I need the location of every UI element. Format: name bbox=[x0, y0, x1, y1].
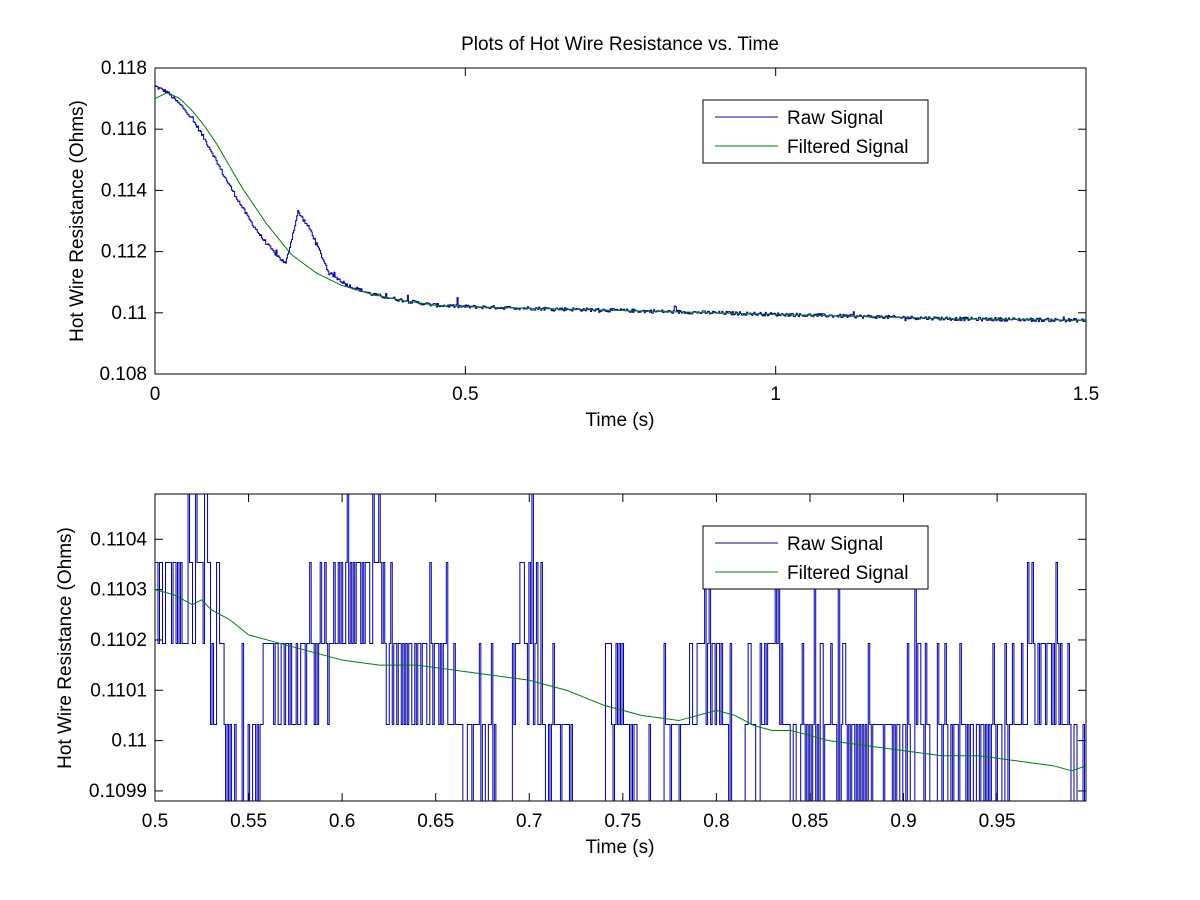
bottom-legend-filtered-label: Filtered Signal bbox=[787, 563, 908, 584]
bottom-legend: Raw Signal Filtered Signal bbox=[702, 525, 929, 590]
top-legend: Raw Signal Filtered Signal bbox=[702, 99, 929, 164]
x-tick-label: 0.95 bbox=[979, 811, 1016, 832]
bottom-y-axis-label: Hot Wire Resistance (Ohms) bbox=[55, 527, 76, 769]
y-tick-label: 0.116 bbox=[101, 119, 147, 140]
y-tick-label: 0.112 bbox=[101, 242, 147, 263]
top-chart-title: Plots of Hot Wire Resistance vs. Time bbox=[461, 34, 779, 55]
bottom-ticks: 0.5 0.55 0.6 0.65 0.7 0.75 0.8 0.85 0.9 0.95 0.109… bbox=[89, 494, 1086, 832]
x-tick-label: 0.75 bbox=[604, 811, 641, 832]
x-tick-label: 0.5 bbox=[142, 811, 168, 832]
y-tick-label: 0.1099 bbox=[89, 781, 147, 802]
raw-signal-line bbox=[155, 85, 1086, 323]
bottom-x-axis-label: Time (s) bbox=[586, 837, 655, 858]
top-legend-raw-label: Raw Signal bbox=[787, 108, 883, 129]
y-tick-label: 0.11 bbox=[111, 303, 147, 324]
x-tick-label: 1 bbox=[770, 384, 781, 405]
filtered-signal-line bbox=[155, 589, 1086, 772]
x-tick-label: 1.5 bbox=[1073, 384, 1099, 405]
y-tick-label: 0.1102 bbox=[90, 630, 147, 651]
x-tick-label: 0 bbox=[150, 384, 161, 405]
x-tick-label: 0.6 bbox=[329, 811, 355, 832]
top-y-axis-label: Hot Wire Resistance (Ohms) bbox=[67, 100, 88, 342]
y-tick-label: 0.1103 bbox=[90, 580, 147, 601]
x-tick-label: 0.9 bbox=[890, 811, 916, 832]
x-tick-label: 0.5 bbox=[452, 384, 478, 405]
y-tick-label: 0.1104 bbox=[90, 529, 147, 550]
y-tick-label: 0.11 bbox=[111, 731, 147, 752]
filtered-signal-line bbox=[155, 92, 1086, 321]
y-tick-label: 0.114 bbox=[101, 180, 148, 201]
top-series bbox=[155, 85, 1086, 323]
bottom-axes: 0.5 0.55 0.6 0.65 0.7 0.75 0.8 0.85 0.9 0.95 0.109… bbox=[55, 493, 1087, 858]
y-tick-label: 0.108 bbox=[99, 364, 147, 385]
top-ticks: 0 0.5 1 1.5 0.108 0.11 0.112 0.114 0.116 0.118 bbox=[99, 58, 1099, 405]
y-tick-label: 0.118 bbox=[101, 58, 147, 79]
x-tick-label: 0.65 bbox=[417, 811, 454, 832]
top-plot-frame bbox=[154, 67, 1087, 375]
raw-signal-line bbox=[155, 494, 1086, 801]
bottom-legend-raw-label: Raw Signal bbox=[787, 534, 883, 555]
x-tick-label: 0.7 bbox=[516, 811, 542, 832]
x-tick-label: 0.85 bbox=[791, 811, 828, 832]
x-tick-label: 0.55 bbox=[230, 811, 267, 832]
top-x-axis-label: Time (s) bbox=[586, 410, 655, 431]
top-legend-box bbox=[702, 99, 929, 164]
y-tick-label: 0.1101 bbox=[90, 680, 147, 701]
top-legend-filtered-label: Filtered Signal bbox=[787, 137, 908, 158]
bottom-series bbox=[155, 494, 1086, 801]
bottom-legend-box bbox=[702, 525, 929, 590]
x-tick-label: 0.8 bbox=[703, 811, 729, 832]
